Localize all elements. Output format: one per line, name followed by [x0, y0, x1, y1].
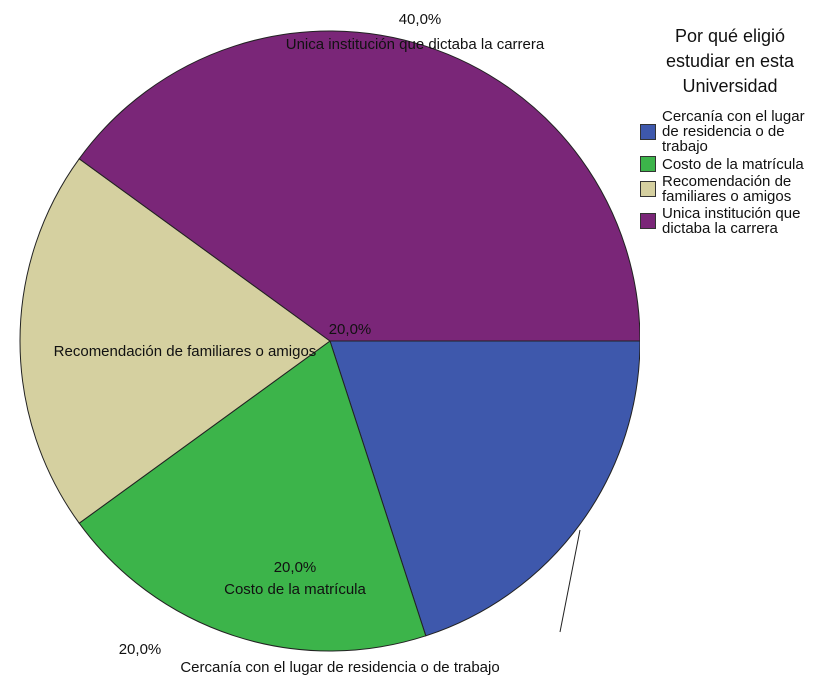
- pie-slice: [19, 158, 331, 524]
- legend-label: Cercanía con el lugar de residencia o de…: [662, 108, 805, 155]
- slice-label: Cercanía con el lugar de residencia o de…: [180, 659, 499, 676]
- slice-label: Unica institución que dictaba la carrera: [286, 36, 545, 53]
- legend-swatch: [640, 213, 656, 229]
- data-label: 20,0%: [274, 559, 317, 576]
- data-label: 40,0%: [399, 11, 442, 28]
- legend-entry: Recomendación de familiares o amigos: [640, 174, 820, 204]
- legend-label: Unica institución que dictaba la carrera: [662, 205, 801, 237]
- data-label: 20,0%: [329, 321, 372, 338]
- legend-title: Por qué eligió estudiar en esta Universi…: [665, 26, 795, 96]
- pie-slice: [78, 340, 427, 652]
- legend-label: Recomendación de familiares o amigos: [662, 173, 792, 205]
- legend-swatch: [640, 156, 656, 172]
- legend: Por qué eligió estudiar en esta Universi…: [640, 24, 820, 238]
- legend-label: Costo de la matrícula: [662, 155, 804, 173]
- pie-slice: [329, 340, 640, 637]
- slice-label: Costo de la matrícula: [224, 581, 366, 598]
- legend-swatch: [640, 123, 656, 140]
- slice-label: Recomendación de familiares o amigos: [54, 343, 317, 360]
- pie-slice: [78, 30, 640, 342]
- data-label: 20,0%: [119, 641, 162, 658]
- legend-entry: Cercanía con el lugar de residencia o de…: [640, 109, 820, 154]
- legend-entry: Costo de la matrícula: [640, 156, 820, 172]
- legend-swatch: [640, 181, 656, 197]
- chart: 20,0% Cercanía con el lugar de residencia…: [19, 11, 640, 676]
- leader-line: [559, 529, 581, 633]
- legend-entry: Unica institución que dictaba la carrera: [640, 206, 820, 236]
